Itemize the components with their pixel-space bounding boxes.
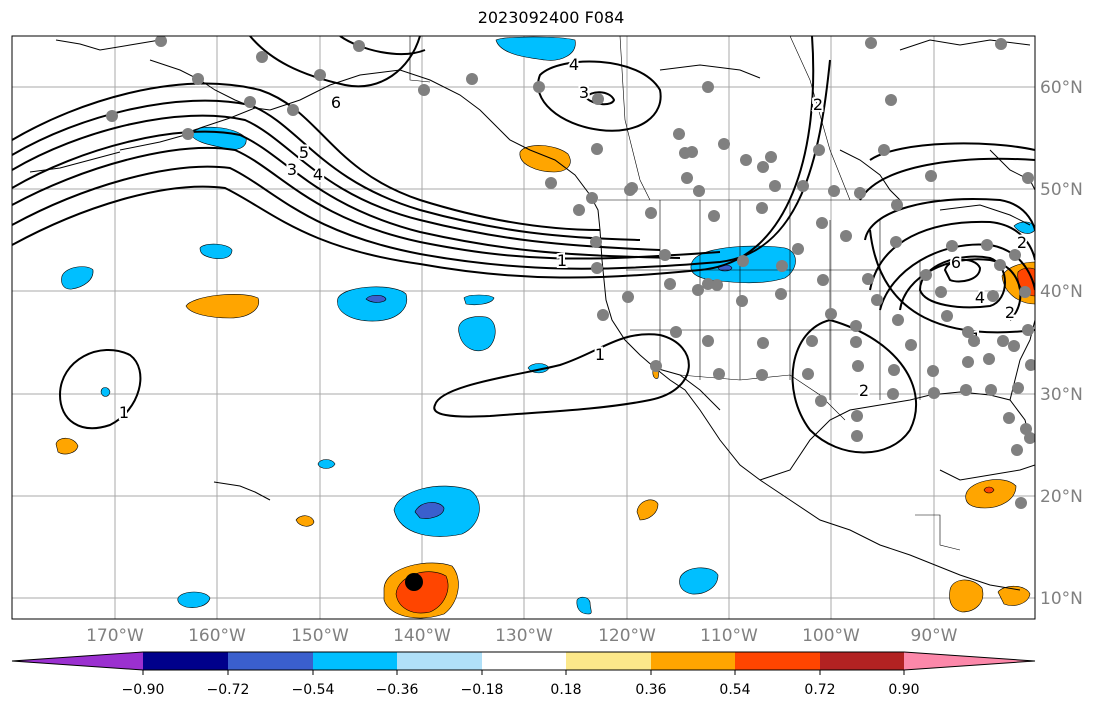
- station-markers: [106, 36, 1035, 509]
- lon-tick-label: 120°W: [598, 626, 656, 646]
- contour-label: 2: [1005, 303, 1015, 322]
- lat-tick-label: 60°N: [1040, 78, 1083, 98]
- blob-blue: [61, 266, 94, 290]
- blob-blue: [100, 387, 111, 397]
- colorbar: −0.90 −0.72 −0.54 −0.36 −0.18 0.18 0.36 …: [11, 651, 1036, 698]
- colorbar-tick-label: −0.18: [461, 682, 504, 698]
- map-frame: [11, 35, 1036, 620]
- contour-labels: 4 3 6 5 4 3 2 1 1 1 2 6 4 2 2 1: [117, 53, 1029, 424]
- blob-blue-dark: [414, 502, 445, 519]
- lat-tick-label: 10°N: [1040, 589, 1083, 609]
- contour-label: 2: [1017, 233, 1027, 252]
- colorbar-tick-label: 0.90: [888, 682, 919, 698]
- colorbar-segment: [566, 652, 651, 670]
- colorbar-tick-label: 0.18: [550, 682, 581, 698]
- lat-tick-label: 50°N: [1040, 180, 1083, 200]
- contour-label: 4: [975, 288, 985, 307]
- lon-tick-label: 150°W: [291, 626, 349, 646]
- colorbar-segment: [228, 652, 313, 670]
- colorbar-tick-label: −0.90: [122, 682, 165, 698]
- blob-blue: [679, 567, 719, 595]
- contour-label: 1: [119, 403, 129, 422]
- lon-tick-label: 90°W: [911, 626, 958, 646]
- colorbar-segment: [482, 652, 566, 670]
- colorbar-tick-label: −0.72: [207, 682, 250, 698]
- contour-label: 4: [313, 165, 323, 184]
- longitude-ticks: 170°W 160°W 150°W 140°W 130°W 120°W 110°…: [86, 626, 958, 646]
- lon-tick-label: 160°W: [188, 626, 246, 646]
- contour-label: 6: [951, 253, 961, 272]
- lon-tick-label: 100°W: [802, 626, 860, 646]
- colorbar-tick-label: −0.36: [376, 682, 419, 698]
- blob-blue: [177, 591, 211, 608]
- blob-orange: [949, 579, 984, 613]
- blob-blue: [458, 316, 496, 352]
- blob-blue: [463, 294, 495, 306]
- contour-label: 3: [287, 160, 297, 179]
- contour-label: 2: [859, 381, 869, 400]
- lat-tick-label: 40°N: [1040, 282, 1083, 302]
- colorbar-segment: [397, 652, 482, 670]
- blob-blue: [576, 596, 592, 615]
- blob-blue: [495, 36, 576, 61]
- colorbar-segment: [143, 652, 228, 670]
- blob-blue: [337, 286, 408, 322]
- lon-tick-label: 130°W: [495, 626, 553, 646]
- lat-tick-label: 30°N: [1040, 385, 1083, 405]
- blob-orange: [295, 515, 315, 527]
- colorbar-tick-label: 0.36: [635, 682, 666, 698]
- blob-orange: [55, 437, 79, 455]
- colorbar-segment: [651, 652, 735, 670]
- contour-label: 1: [595, 345, 605, 364]
- contour-label: 5: [299, 143, 309, 162]
- contour-label: 4: [569, 55, 579, 74]
- colorbar-extend-left: [12, 652, 143, 670]
- colorbar-segment: [820, 652, 904, 670]
- colorbar-segment: [735, 652, 820, 670]
- lon-tick-label: 140°W: [393, 626, 451, 646]
- blob-orange: [519, 145, 571, 173]
- contour-label: 1: [557, 251, 567, 270]
- contour-lines: [12, 36, 1035, 454]
- blob-blue-dark: [365, 294, 387, 303]
- contour-label: 3: [579, 83, 589, 102]
- blob-orange: [997, 585, 1031, 606]
- blob-blue: [199, 243, 233, 260]
- contour-label: 6: [331, 93, 341, 112]
- colorbar-tick-label: −0.54: [292, 682, 335, 698]
- lat-tick-label: 20°N: [1040, 487, 1083, 507]
- storm-center-marker: [405, 573, 423, 591]
- blob-orange: [636, 499, 659, 521]
- colorbar-tick-label: 0.72: [804, 682, 835, 698]
- blob-red: [983, 486, 995, 494]
- blob-blue: [317, 459, 336, 469]
- lon-tick-label: 170°W: [86, 626, 144, 646]
- colorbar-tick-label: 0.54: [719, 682, 750, 698]
- contour-label: 2: [813, 95, 823, 114]
- latitude-ticks: 60°N 50°N 40°N 30°N 20°N 10°N: [1040, 78, 1083, 609]
- map-title: 2023092400 F084: [477, 8, 625, 27]
- graticule: [12, 36, 1035, 619]
- colorbar-extend-right: [904, 652, 1035, 670]
- colorbar-segment: [313, 652, 397, 670]
- blob-orange: [965, 479, 1017, 509]
- blob-orange: [185, 293, 260, 319]
- lon-tick-label: 110°W: [700, 626, 758, 646]
